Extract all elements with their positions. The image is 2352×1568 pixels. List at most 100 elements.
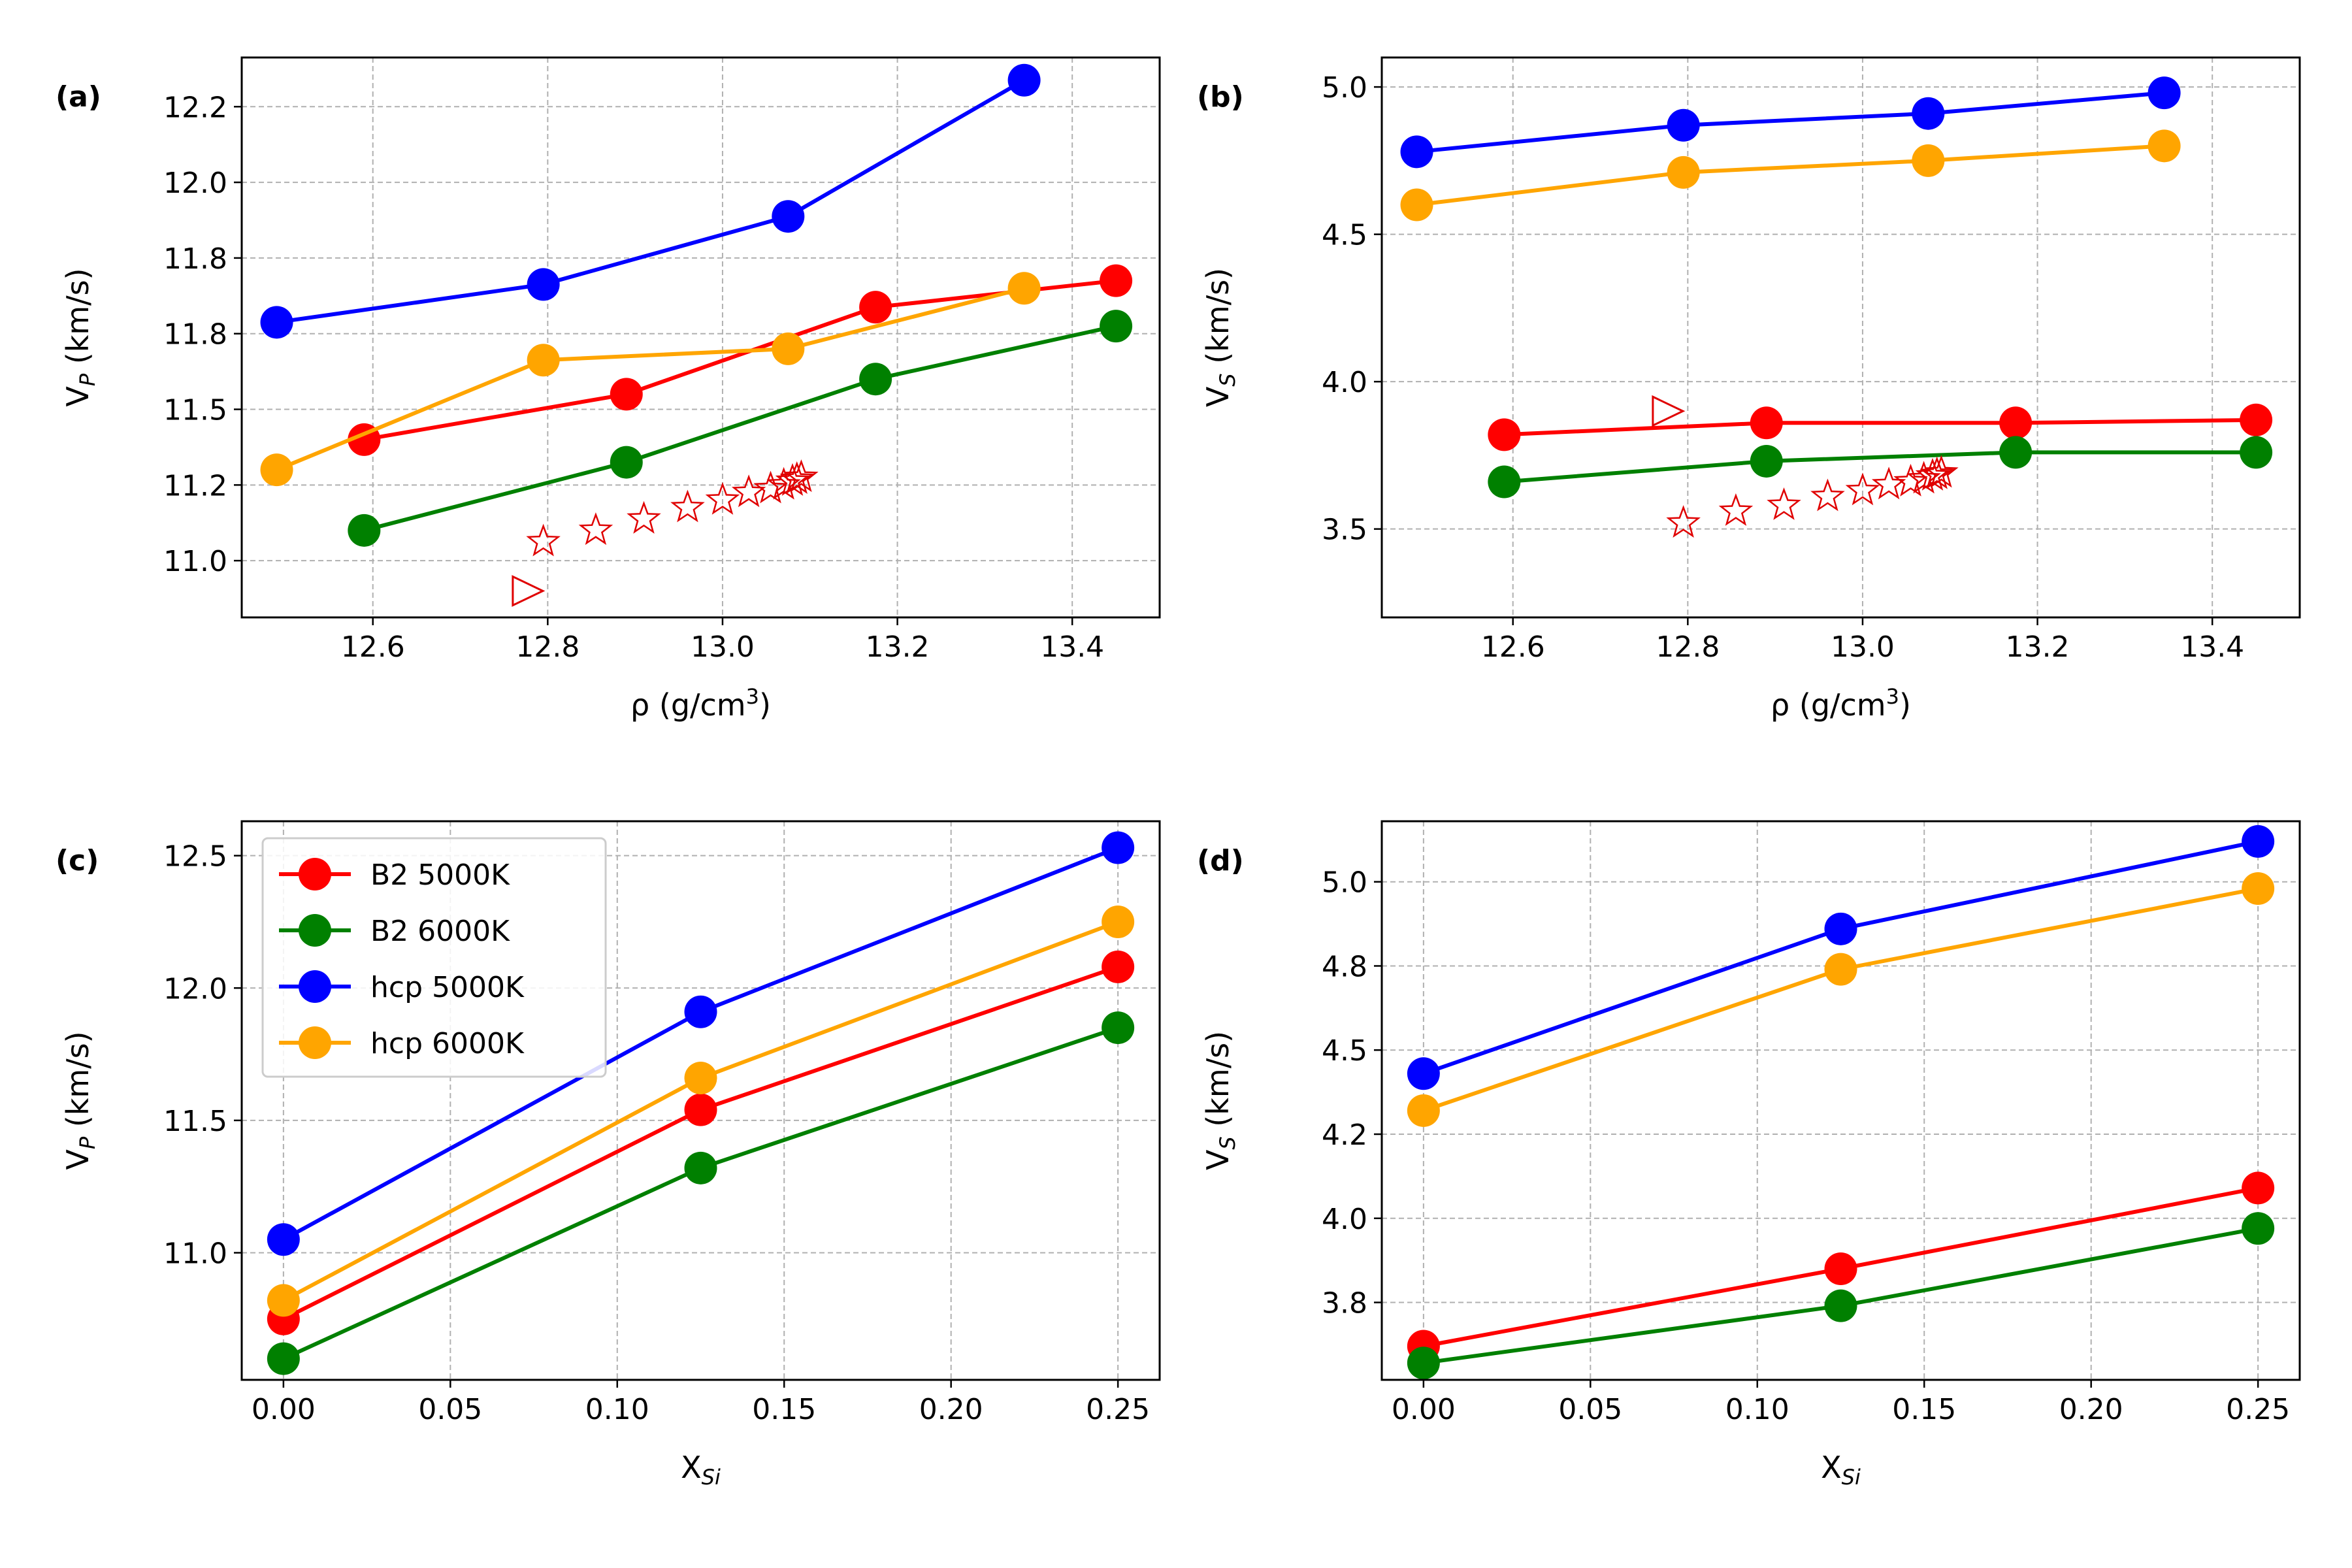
data-point [2240,436,2273,469]
axes-frame [1380,820,2301,1381]
legend-swatch-marker [299,858,331,890]
x-tick-label: 0.00 [252,1393,316,1426]
reference-star [1924,455,1959,488]
y-axis-label: VP (km/s) [60,1031,100,1169]
x-tick-label: 13.4 [1040,630,1104,664]
plot-area [260,63,1133,607]
y-tick-label: 11.0 [163,1237,227,1270]
x-tick-label: 12.6 [1481,630,1545,664]
data-point [527,344,560,377]
reference-star [705,482,740,515]
x-tick-label: 0.15 [752,1393,816,1426]
y-tick-label: 5.0 [1322,71,1367,105]
legend-swatch-marker [299,970,331,1003]
series-line [1504,450,2257,484]
y-tick-label: 4.8 [1322,950,1367,983]
x-tick-label: 0.00 [1392,1393,1456,1426]
x-axis-label: ρ (g/cm3) [1771,684,1911,723]
y-axis-label: VS (km/s) [1200,1031,1240,1170]
data-point [1999,406,2033,440]
data-point [260,306,293,339]
data-point [2242,825,2275,858]
reference-star [1893,463,1928,497]
reference-star [1871,466,1906,500]
y-tick-label: 11.2 [163,469,227,502]
axes-frame [1380,56,2301,619]
y-tick-label: 4.0 [1322,1203,1367,1236]
y-axis-label: VS (km/s) [1200,268,1240,407]
data-point [2148,129,2181,163]
reference-star [627,500,661,534]
panel-label: (c) [56,844,99,877]
y-tick-label: 3.8 [1322,1287,1367,1320]
data-point [1824,1289,1857,1322]
data-point [772,332,805,365]
data-point [1824,912,1857,945]
reference-triangle [512,575,546,607]
data-point [267,1342,300,1375]
data-point [1667,155,1700,189]
x-tick-label: 0.05 [1558,1393,1622,1426]
y-tick-label: 12.0 [163,167,227,200]
panel-label: (a) [56,80,101,114]
reference-star [1919,456,1954,489]
plot-area [1407,825,2275,1380]
data-point [1667,108,1700,142]
legend-entry-label: hcp 6000K [370,1027,525,1060]
y-tick-label: 11.5 [163,1105,227,1138]
data-point [1912,144,1945,177]
data-point [2240,403,2273,436]
reference-star [1810,478,1845,512]
data-point [772,200,805,233]
data-point [1750,444,1783,478]
series-line [363,278,1117,442]
data-point [684,1062,717,1095]
x-tick-label: 0.05 [418,1393,482,1426]
panel-label: (b) [1197,80,1244,114]
axes-frame [240,820,1161,1381]
reference-star [1767,487,1801,520]
x-tick-label: 0.25 [1086,1393,1150,1426]
x-tick-label: 13.4 [2180,630,2244,664]
data-point [260,453,293,487]
legend-entry-label: B2 5000K [370,858,510,892]
reference-star [526,523,561,557]
data-point [610,378,643,411]
y-tick-label: 11.8 [163,318,227,351]
legend-swatch-marker [299,1026,331,1059]
data-point [1400,135,1433,169]
data-point [267,1284,300,1317]
y-tick-label: 12.0 [163,972,227,1005]
x-axis-label: XSi [1821,1450,1861,1490]
panel-label: (d) [1197,844,1244,877]
data-point [859,291,892,324]
plot-area [1400,76,2273,538]
data-point [1100,264,1133,297]
plot-area [267,831,1135,1375]
y-tick-label: 12.2 [163,91,227,124]
data-point [610,446,643,479]
data-point [267,1223,300,1256]
x-tick-label: 13.0 [1831,630,1895,664]
data-point [859,363,892,396]
data-point [2242,1171,2275,1205]
x-tick-label: 13.2 [2006,630,2070,664]
reference-star [578,512,613,546]
data-point [1102,831,1135,864]
panel-c: 0.00 0.05 0.10 0.15 0.20 0.25 11.0 11.5 12.0 12.5… [56,820,1161,1490]
series-line [1504,417,2257,437]
data-point [527,268,560,301]
data-point [1400,188,1433,221]
x-tick-label: 13.2 [866,630,930,664]
data-point [1488,465,1521,498]
x-tick-label: 0.20 [919,1393,983,1426]
y-tick-label: 11.0 [163,545,227,578]
data-point [1407,1057,1440,1090]
data-point [1007,272,1041,305]
data-point [1824,953,1857,986]
x-tick-label: 12.8 [515,630,580,664]
series-line [276,78,1026,325]
x-tick-label: 13.0 [691,630,755,664]
series-line [276,286,1025,472]
data-point [1102,905,1135,938]
